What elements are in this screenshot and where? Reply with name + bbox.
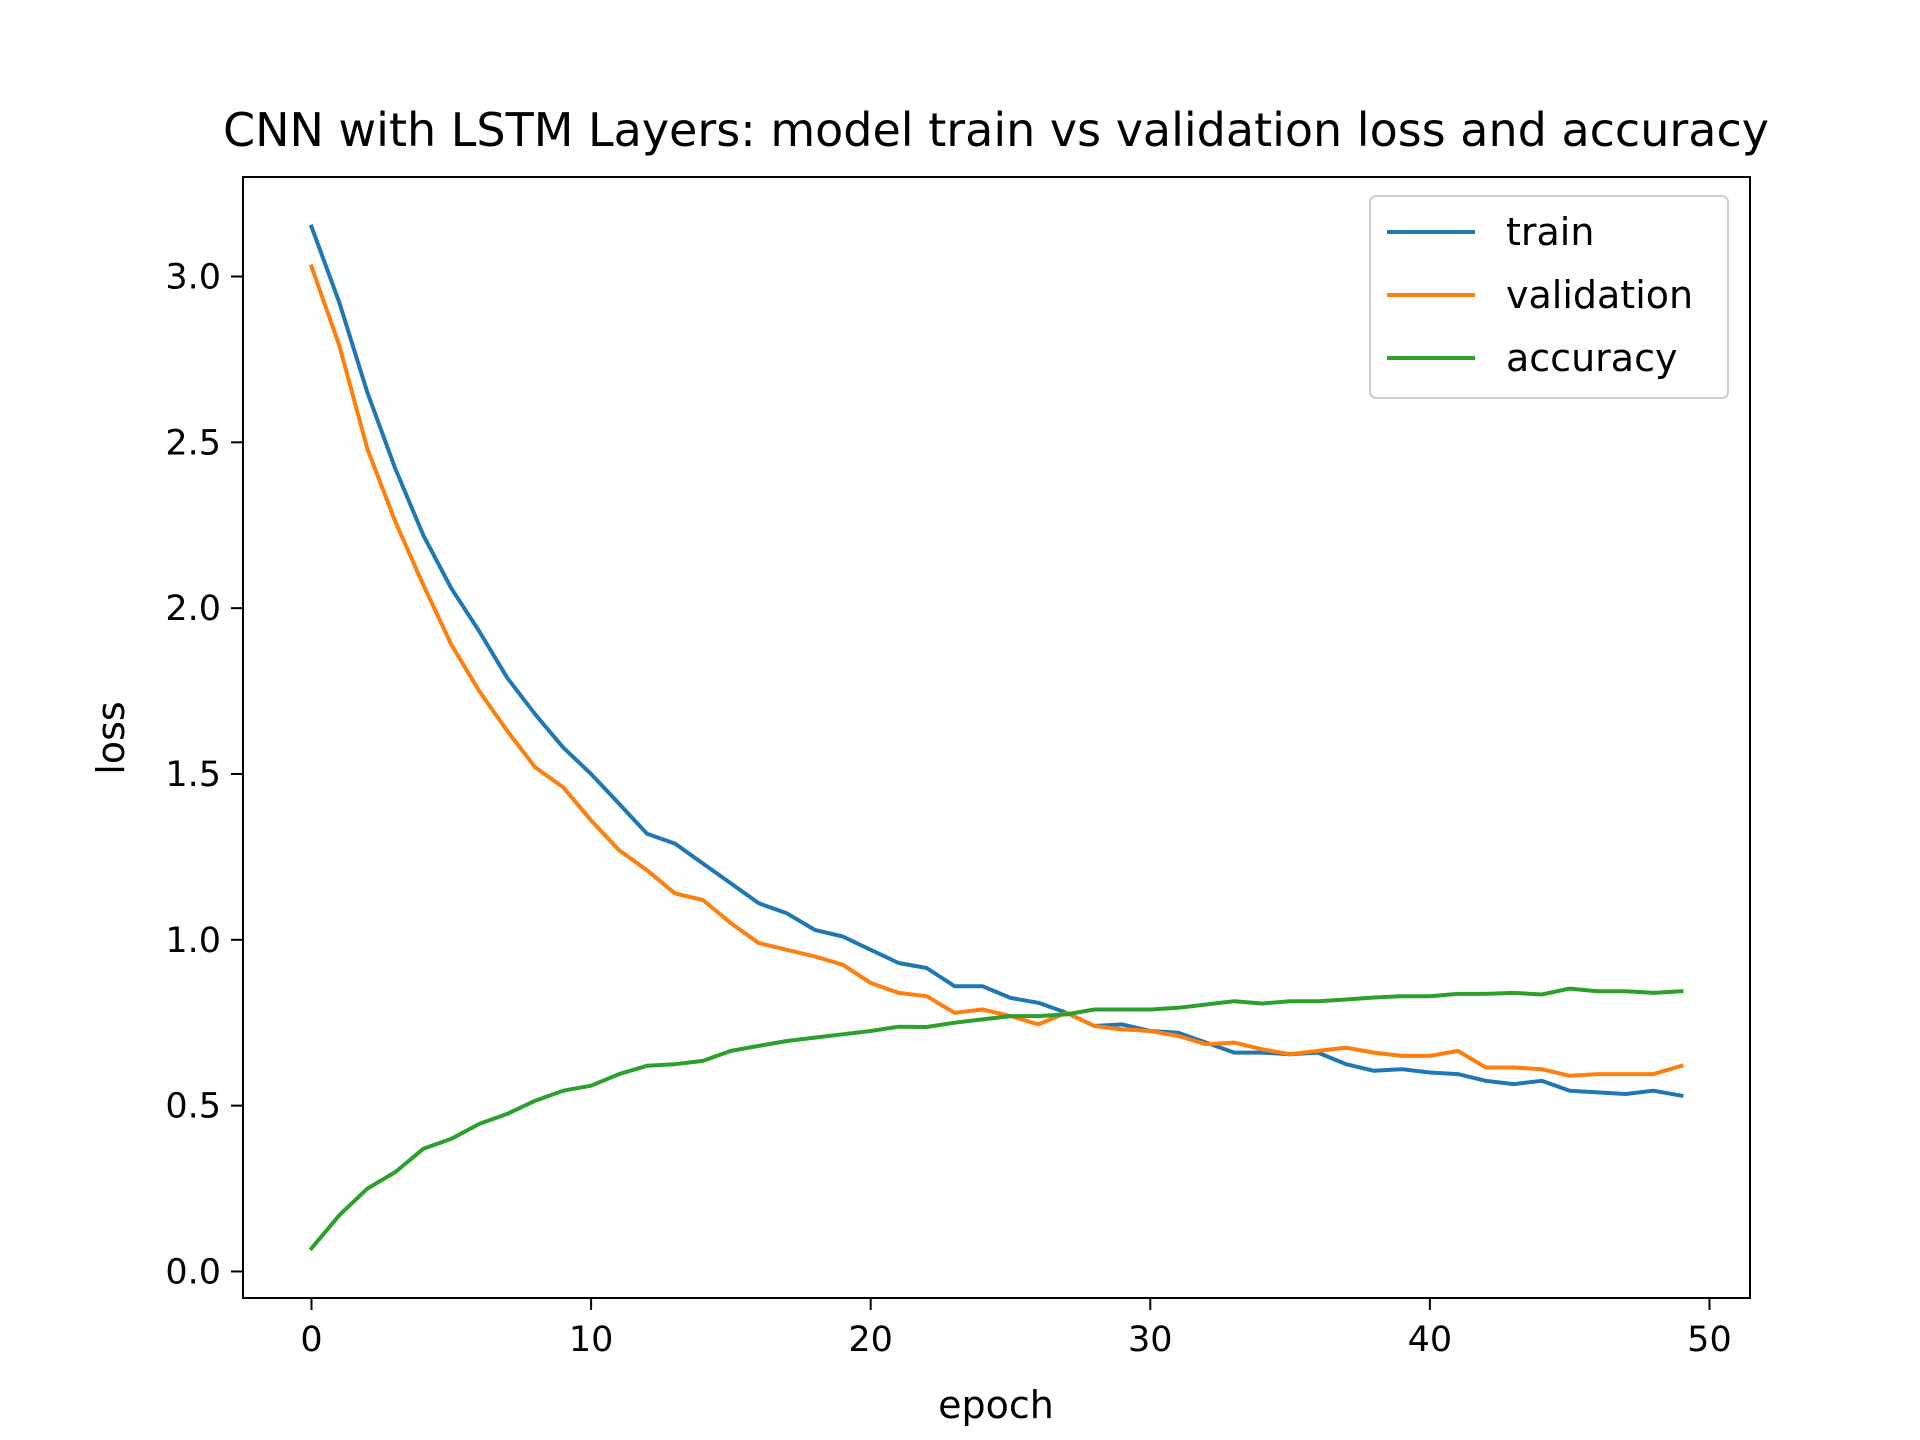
x-tick-label: 30	[1128, 1320, 1173, 1360]
x-tick-label: 20	[848, 1320, 893, 1360]
y-tick-label: 2.0	[165, 589, 221, 629]
series-line-train	[308, 224, 1684, 1099]
plot-area	[308, 224, 1684, 1252]
legend: train validation accuracy	[1369, 195, 1729, 399]
legend-items: train validation accuracy	[1387, 210, 1693, 380]
legend-box	[1369, 195, 1729, 399]
x-tick-label: 10	[569, 1320, 614, 1360]
series-line-accuracy	[308, 986, 1684, 1252]
x-tick-label: 50	[1687, 1320, 1732, 1360]
y-tick-label: 0.5	[165, 1087, 221, 1127]
chart-title: CNN with LSTM Layers: model train vs val…	[223, 103, 1769, 157]
plot-frame	[242, 176, 1751, 1299]
legend-label-validation: validation	[1506, 273, 1693, 317]
y-tick-label: 2.5	[165, 423, 221, 463]
y-tick-label: 3.0	[165, 257, 221, 297]
y-tick-label: 1.5	[165, 755, 221, 795]
x-tick-label: 40	[1408, 1320, 1453, 1360]
y-tick-label: 0.0	[165, 1252, 221, 1292]
x-axis-label: epoch	[938, 1383, 1054, 1427]
series-line-validation	[308, 263, 1684, 1078]
x-tick-label: 0	[300, 1320, 322, 1360]
axis-ticks: 0 10 20 30 40 50 0.0 0.5 1.0 1.5 2.0 2.5 3.0	[165, 257, 1731, 1360]
legend-label-train: train	[1506, 210, 1594, 254]
legend-label-accuracy: accuracy	[1506, 336, 1677, 380]
y-axis-label: loss	[89, 701, 133, 774]
y-tick-label: 1.0	[165, 921, 221, 961]
